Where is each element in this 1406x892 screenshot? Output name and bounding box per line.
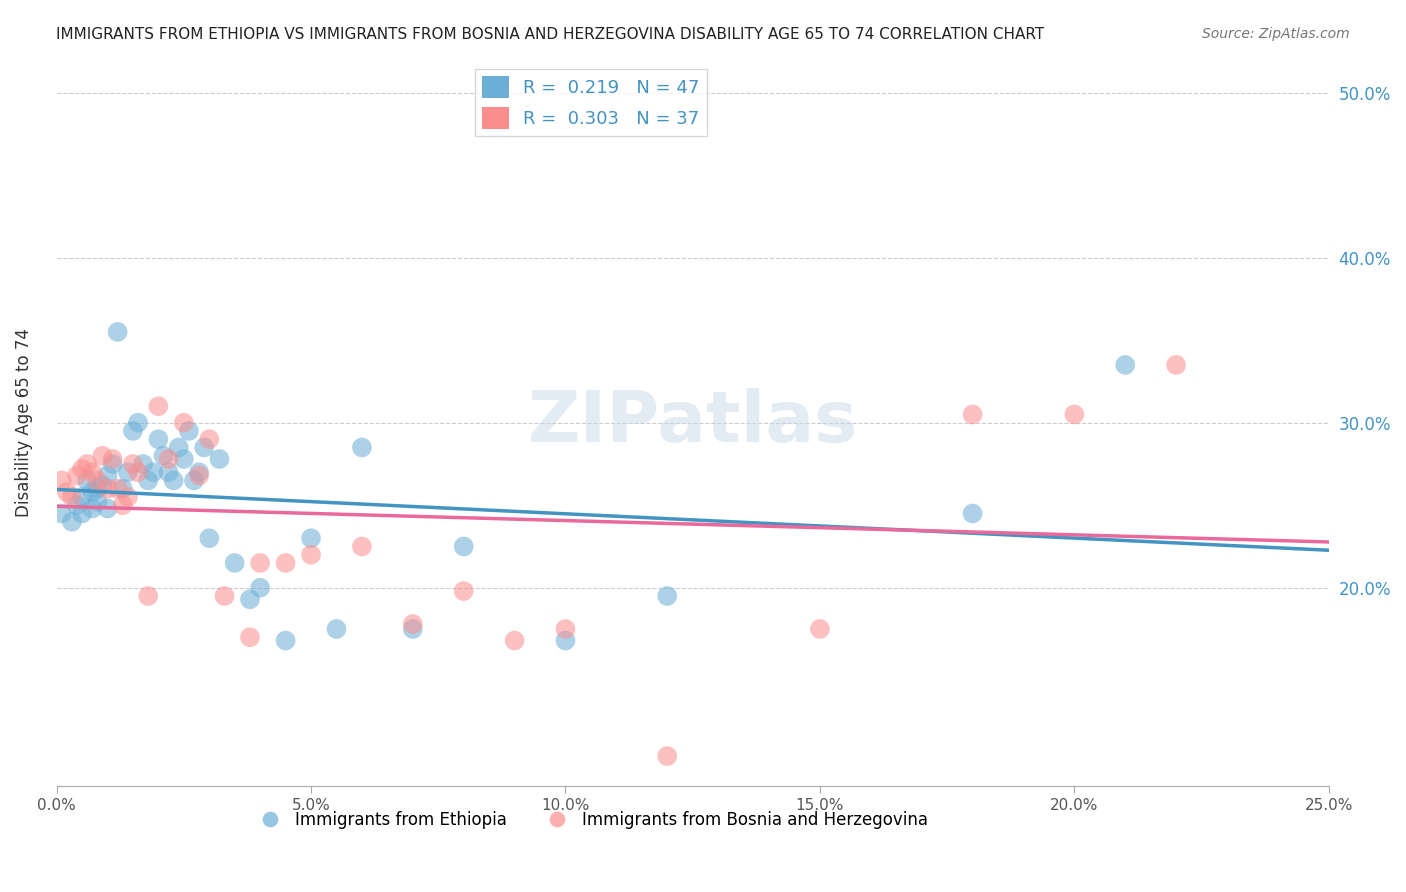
Point — [101, 452, 124, 467]
Point — [142, 465, 165, 479]
Point — [193, 441, 215, 455]
Point — [101, 457, 124, 471]
Point — [554, 622, 576, 636]
Point — [148, 432, 170, 446]
Point — [177, 424, 200, 438]
Point — [82, 501, 104, 516]
Point — [86, 474, 108, 488]
Point — [554, 633, 576, 648]
Point — [107, 482, 129, 496]
Point — [51, 474, 73, 488]
Text: Source: ZipAtlas.com: Source: ZipAtlas.com — [1202, 27, 1350, 41]
Point — [173, 452, 195, 467]
Point — [56, 485, 79, 500]
Point — [117, 490, 139, 504]
Point — [66, 468, 89, 483]
Point — [66, 498, 89, 512]
Point — [117, 465, 139, 479]
Point — [86, 495, 108, 509]
Point — [1063, 408, 1085, 422]
Point — [198, 432, 221, 446]
Point — [111, 498, 134, 512]
Legend: Immigrants from Ethiopia, Immigrants from Bosnia and Herzegovina: Immigrants from Ethiopia, Immigrants fro… — [247, 805, 935, 836]
Point — [157, 452, 180, 467]
Point — [657, 749, 679, 764]
Point — [402, 622, 425, 636]
Point — [107, 325, 129, 339]
Point — [188, 468, 211, 483]
Point — [148, 399, 170, 413]
Point — [163, 474, 186, 488]
Point — [76, 457, 98, 471]
Point — [122, 457, 145, 471]
Point — [299, 548, 322, 562]
Y-axis label: Disability Age 65 to 74: Disability Age 65 to 74 — [15, 328, 32, 517]
Point — [173, 416, 195, 430]
Point — [60, 515, 83, 529]
Point — [152, 449, 174, 463]
Point — [70, 490, 93, 504]
Point — [402, 617, 425, 632]
Point — [453, 584, 475, 599]
Point — [962, 507, 984, 521]
Point — [657, 589, 679, 603]
Point — [1114, 358, 1136, 372]
Point — [274, 556, 297, 570]
Point — [1164, 358, 1187, 372]
Point — [167, 441, 190, 455]
Point — [239, 592, 262, 607]
Point — [96, 501, 118, 516]
Point — [132, 457, 155, 471]
Point — [70, 507, 93, 521]
Point — [183, 474, 205, 488]
Point — [82, 465, 104, 479]
Point — [91, 449, 114, 463]
Point — [111, 482, 134, 496]
Point — [70, 462, 93, 476]
Point — [350, 441, 373, 455]
Point — [96, 468, 118, 483]
Point — [208, 452, 231, 467]
Text: ZIPatlas: ZIPatlas — [527, 388, 858, 458]
Point — [198, 531, 221, 545]
Point — [60, 490, 83, 504]
Text: IMMIGRANTS FROM ETHIOPIA VS IMMIGRANTS FROM BOSNIA AND HERZEGOVINA DISABILITY AG: IMMIGRANTS FROM ETHIOPIA VS IMMIGRANTS F… — [56, 27, 1045, 42]
Point — [136, 589, 159, 603]
Point — [214, 589, 236, 603]
Point — [325, 622, 347, 636]
Point — [453, 540, 475, 554]
Point — [127, 416, 149, 430]
Point — [86, 482, 108, 496]
Point — [136, 474, 159, 488]
Point — [188, 465, 211, 479]
Point — [82, 485, 104, 500]
Point — [239, 630, 262, 644]
Point — [249, 556, 271, 570]
Point — [962, 408, 984, 422]
Point — [157, 465, 180, 479]
Point — [122, 424, 145, 438]
Point — [127, 465, 149, 479]
Point — [350, 540, 373, 554]
Point — [96, 482, 118, 496]
Point — [249, 581, 271, 595]
Point — [76, 474, 98, 488]
Point — [51, 507, 73, 521]
Point — [274, 633, 297, 648]
Point — [224, 556, 246, 570]
Point — [91, 478, 114, 492]
Point — [808, 622, 831, 636]
Point — [299, 531, 322, 545]
Point — [503, 633, 526, 648]
